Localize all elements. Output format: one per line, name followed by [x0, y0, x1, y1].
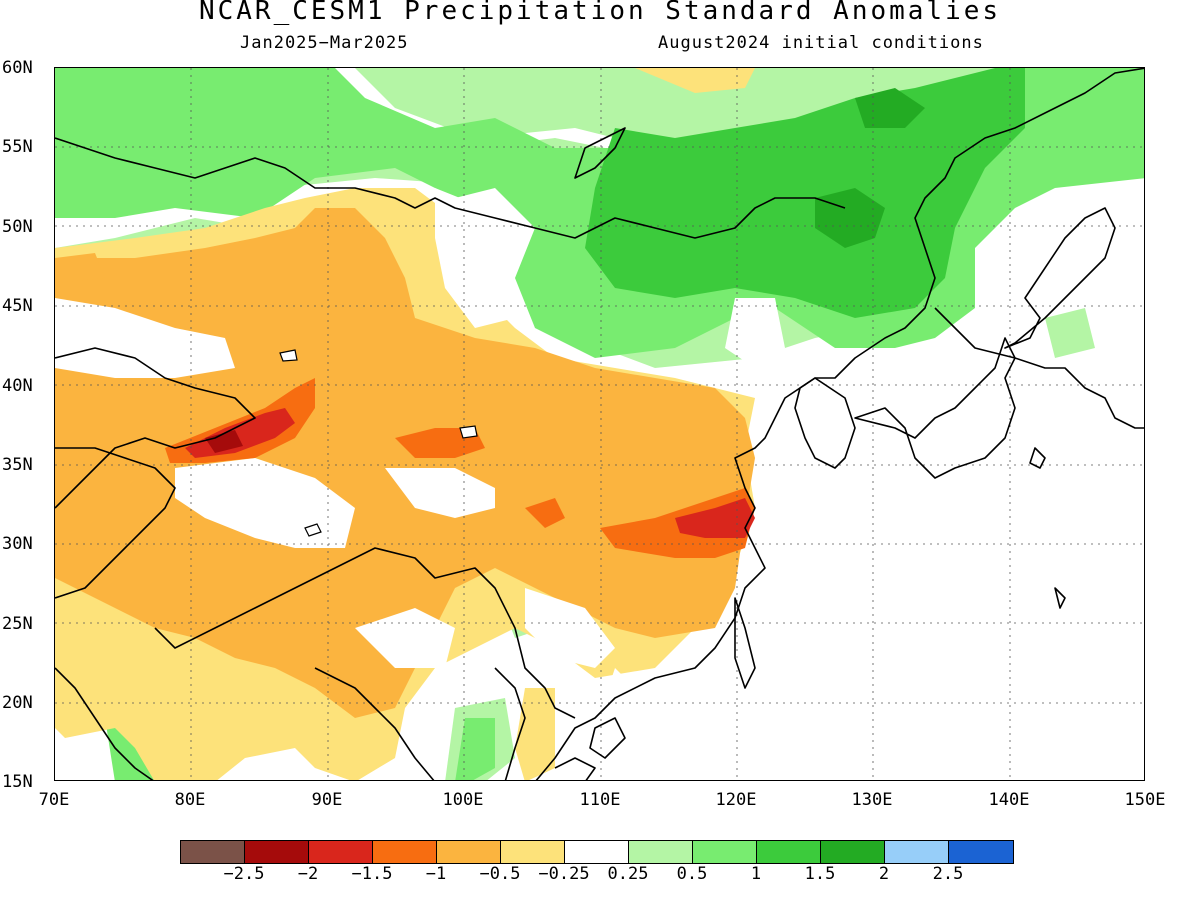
lakes — [279, 349, 478, 537]
anomaly-map — [55, 68, 1144, 780]
colorbar-swatch — [821, 841, 885, 863]
colorbar-swatch — [309, 841, 373, 863]
forecast-period: Jan2025−Mar2025 — [240, 33, 409, 53]
colorbar-swatch — [885, 841, 949, 863]
lon-label-130e: 130E — [851, 790, 893, 810]
colorbar-swatch — [949, 841, 1013, 863]
colorbar-label: 0.5 — [676, 864, 708, 884]
lon-label-90e: 90E — [311, 790, 343, 810]
colorbar-label: −1 — [425, 864, 447, 884]
lat-label-55n: 55N — [2, 137, 33, 157]
colorbar-label: −0.5 — [479, 864, 521, 884]
lat-label-45n: 45N — [2, 296, 33, 316]
colorbar-swatch — [501, 841, 565, 863]
colorbar-label: 1 — [750, 864, 762, 884]
colorbar-swatch — [757, 841, 821, 863]
colorbar-label: −2.5 — [223, 864, 265, 884]
colorbar-swatch — [181, 841, 245, 863]
lat-label-50n: 50N — [2, 217, 33, 237]
colorbar-swatch — [373, 841, 437, 863]
lat-label-25n: 25N — [2, 614, 33, 634]
map-panel — [54, 67, 1145, 781]
colorbar-label: 2 — [878, 864, 890, 884]
colorbar-swatch — [437, 841, 501, 863]
lon-label-70e: 70E — [38, 790, 70, 810]
anomaly-fill-neutral — [55, 188, 1144, 780]
colorbar-label: 2.5 — [932, 864, 964, 884]
colorbar-label: −1.5 — [351, 864, 393, 884]
colorbar — [180, 840, 1014, 864]
colorbar-label: 1.5 — [804, 864, 836, 884]
initial-conditions: August2024 initial conditions — [658, 33, 984, 53]
colorbar-swatch — [629, 841, 693, 863]
coastlines-borders — [55, 68, 1144, 780]
lat-label-30n: 30N — [2, 534, 33, 554]
lat-label-15n: 15N — [2, 772, 33, 792]
lon-label-80e: 80E — [174, 790, 206, 810]
lon-label-110e: 110E — [579, 790, 621, 810]
lon-label-140e: 140E — [988, 790, 1030, 810]
anomaly-fill-dark-red — [205, 430, 243, 453]
colorbar-label: 0.25 — [607, 864, 649, 884]
lat-label-60n: 60N — [2, 58, 33, 78]
lon-label-100e: 100E — [442, 790, 484, 810]
colorbar-swatch — [693, 841, 757, 863]
colorbar-label: −2 — [297, 864, 319, 884]
lat-label-35n: 35N — [2, 455, 33, 475]
map-title: NCAR_CESM1 Precipitation Standard Anomal… — [198, 0, 1002, 26]
colorbar-swatch — [565, 841, 629, 863]
lat-label-20n: 20N — [2, 693, 33, 713]
lat-label-40n: 40N — [2, 376, 33, 396]
colorbar-swatch — [245, 841, 309, 863]
lon-label-120e: 120E — [715, 790, 757, 810]
colorbar-label: −0.25 — [538, 864, 590, 884]
lon-label-150e: 150E — [1124, 790, 1166, 810]
gridlines — [55, 68, 1144, 780]
